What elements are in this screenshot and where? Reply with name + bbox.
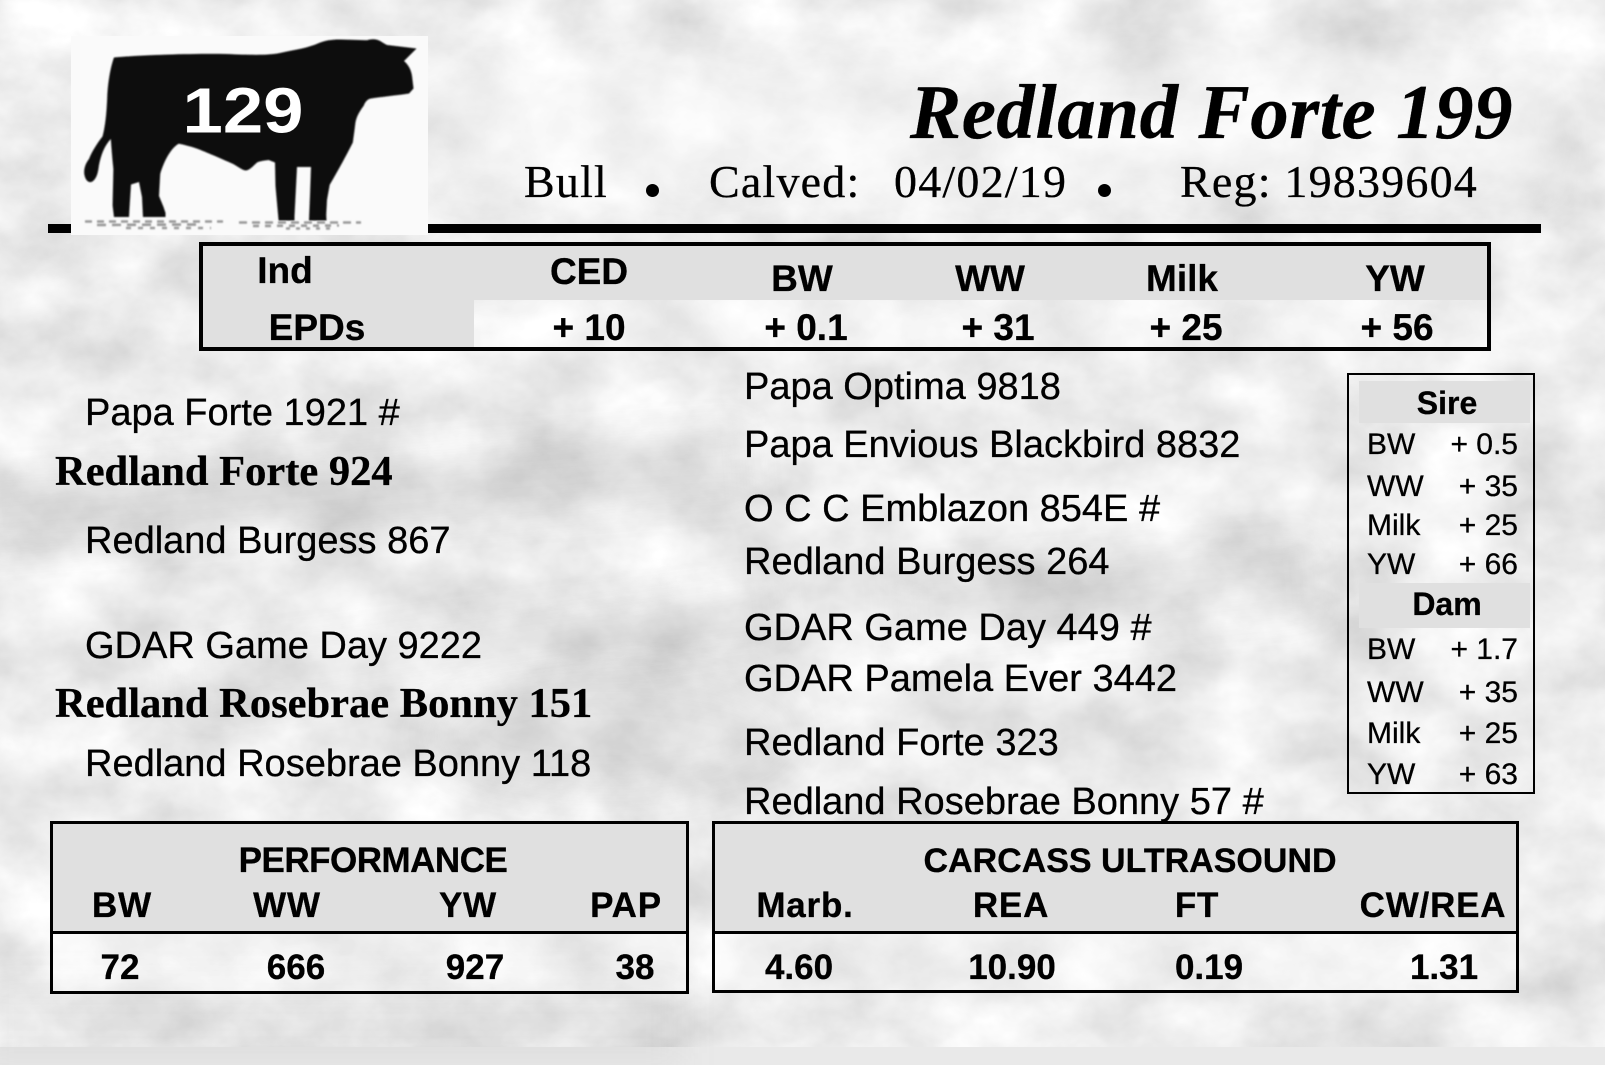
svg-text:129: 129 <box>183 75 304 147</box>
